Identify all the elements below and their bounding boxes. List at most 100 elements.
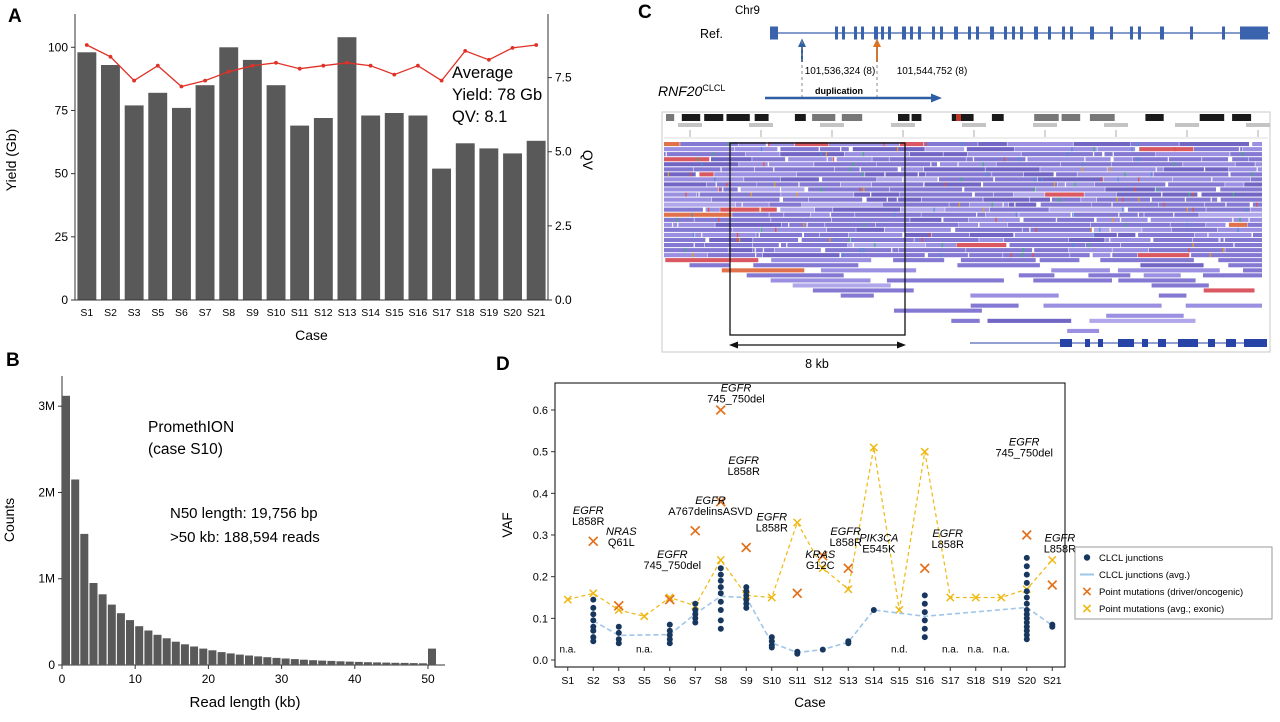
na-label: n.d.: [891, 645, 908, 656]
svg-text:S20: S20: [503, 307, 522, 319]
avg-annotation: QV: 8.1: [452, 108, 507, 126]
svg-text:S3: S3: [128, 307, 141, 319]
svg-text:S21: S21: [1043, 675, 1062, 687]
svg-text:KRAS: KRAS: [805, 549, 836, 561]
svg-text:S2: S2: [104, 307, 117, 319]
svg-text:S5: S5: [151, 307, 164, 319]
svg-text:0.6: 0.6: [533, 405, 548, 417]
duplication-label: duplication: [815, 86, 863, 96]
y-axis-label-left: Yield (Gb): [3, 129, 19, 192]
duplication-arrow: [765, 93, 942, 103]
svg-text:CLCL junctions: CLCL junctions: [1099, 553, 1163, 564]
duplication-highlight-box: [729, 142, 906, 336]
panel-a-yield-qv-chart: 0 25 50 75 100 0.0 2.5 5.0 7.5 S1 S2 S3 S5 S6 S7 S8 S9 S1…: [3, 14, 596, 343]
svg-text:EGFR: EGFR: [1009, 436, 1040, 448]
svg-text:S8: S8: [222, 307, 235, 319]
y-axis-label: VAF: [500, 512, 515, 537]
driver-mutation-marks: [588, 404, 1058, 611]
panel-c-genome-browser: Chr9 Ref. 101,536,324 (8) 101,544,752 (8) RN…: [658, 5, 1271, 371]
svg-text:EGFR: EGFR: [932, 528, 963, 540]
avg-annotation: Yield: 78 Gb: [452, 86, 542, 104]
svg-text:L858R: L858R: [756, 522, 788, 534]
svg-text:A767delinsASVD: A767delinsASVD: [668, 506, 752, 518]
svg-text:3M: 3M: [38, 399, 55, 413]
svg-text:S1: S1: [561, 675, 574, 687]
na-label: n.a.: [993, 645, 1010, 656]
point-mutation-avg-line: [563, 443, 1057, 621]
svg-text:S10: S10: [762, 675, 781, 687]
svg-text:S6: S6: [663, 675, 676, 687]
ref-label: Ref.: [700, 27, 723, 41]
panel-d-vaf-chart: 0.0 0.1 0.2 0.3 0.4 0.5 0.6 S1 S2 S3 S5 S6 S7 S8 S9 S10…: [500, 382, 1273, 710]
svg-text:20: 20: [202, 672, 216, 686]
svg-text:L858R: L858R: [931, 539, 963, 551]
na-label: n.a.: [967, 645, 984, 656]
svg-text:EGFR: EGFR: [1045, 532, 1076, 544]
y-axis-label-right: QV: [580, 150, 596, 171]
svg-text:CLCL junctions (avg.): CLCL junctions (avg.): [1099, 570, 1190, 581]
chromosome-label: Chr9: [735, 5, 760, 17]
svg-text:30: 30: [275, 672, 289, 686]
x-axis-label: Case: [794, 695, 826, 710]
svg-text:EGFR: EGFR: [657, 549, 688, 561]
scale-bar-label: 8 kb: [805, 357, 829, 371]
svg-text:L858R: L858R: [572, 516, 604, 528]
qv-line: [84, 43, 539, 89]
svg-text:Point mutations (avg.; exonic): Point mutations (avg.; exonic): [1099, 604, 1224, 615]
svg-text:745_750del: 745_750del: [644, 560, 702, 572]
breakpoint-coordinate: 101,544,752 (8): [897, 66, 968, 77]
svg-text:EGFR: EGFR: [728, 455, 759, 467]
svg-text:PIK3CA: PIK3CA: [859, 532, 898, 544]
svg-text:0: 0: [59, 672, 66, 686]
svg-text:S12: S12: [314, 307, 333, 319]
svg-text:7.5: 7.5: [555, 71, 572, 85]
svg-text:S20: S20: [1017, 675, 1036, 687]
ref-gene-exons: [770, 26, 1268, 40]
svg-text:S15: S15: [385, 307, 404, 319]
svg-text:NRAS: NRAS: [606, 526, 637, 538]
svg-text:S13: S13: [839, 675, 858, 687]
na-label: n.a.: [559, 645, 576, 656]
svg-text:S9: S9: [246, 307, 259, 319]
svg-text:G12C: G12C: [806, 560, 835, 572]
svg-text:S5: S5: [638, 675, 651, 687]
x-axis-label: Case: [295, 327, 328, 343]
svg-text:S19: S19: [480, 307, 499, 319]
scale-bar: [729, 341, 906, 349]
igv-ruler: [664, 123, 1270, 139]
na-label: n.a.: [942, 645, 959, 656]
breakpoint-coordinate: 101,536,324 (8): [805, 66, 876, 77]
svg-text:S17: S17: [941, 675, 960, 687]
svg-text:S14: S14: [361, 307, 380, 319]
svg-text:S8: S8: [714, 675, 727, 687]
panel-c-label: C: [638, 2, 652, 23]
svg-text:S15: S15: [890, 675, 909, 687]
svg-text:EGFR: EGFR: [757, 511, 788, 523]
panel-d-label: D: [496, 354, 510, 375]
svg-text:5.0: 5.0: [555, 145, 572, 159]
svg-text:EGFR: EGFR: [721, 382, 752, 394]
igv-ideogram: [666, 114, 1252, 121]
panel-b-label: B: [6, 350, 20, 371]
svg-text:E545K: E545K: [862, 543, 896, 555]
svg-text:S11: S11: [291, 307, 309, 319]
mutation-annotations: EGFRL858RNRASQ61LEGFR745_750delEGFRA767d…: [572, 382, 1076, 572]
x-axis-label: Read length (kb): [190, 694, 301, 711]
panel-b-stats: >50 kb: 188,594 reads: [170, 529, 320, 546]
svg-text:0: 0: [61, 293, 68, 307]
svg-text:40: 40: [348, 672, 362, 686]
svg-text:0.2: 0.2: [533, 572, 548, 584]
yield-bars: [77, 37, 546, 301]
svg-text:Point mutations (driver/oncoge: Point mutations (driver/oncogenic): [1099, 587, 1243, 598]
svg-text:S12: S12: [813, 675, 832, 687]
na-label: n.a.: [636, 645, 653, 656]
svg-text:1M: 1M: [38, 572, 55, 586]
svg-text:S2: S2: [587, 675, 600, 687]
panel-b-title: (case S10): [148, 441, 223, 458]
svg-text:S21: S21: [527, 307, 546, 319]
svg-text:0.5: 0.5: [533, 447, 548, 459]
svg-text:S7: S7: [199, 307, 212, 319]
clcl-avg-line: [592, 595, 1053, 654]
svg-text:L858R: L858R: [829, 537, 861, 549]
svg-text:S16: S16: [409, 307, 428, 319]
